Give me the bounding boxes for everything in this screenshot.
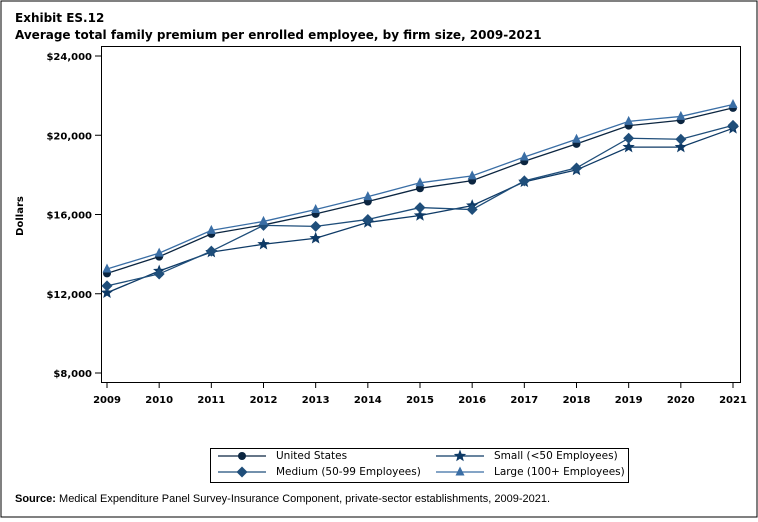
legend-box bbox=[210, 448, 629, 483]
legend-label: United States bbox=[276, 450, 347, 462]
data-point-diamond bbox=[101, 280, 113, 292]
data-point-triangle bbox=[102, 263, 112, 273]
source-text: Medical Expenditure Panel Survey-Insuran… bbox=[56, 493, 550, 505]
data-point-star bbox=[622, 140, 635, 153]
data-point-diamond bbox=[362, 213, 374, 225]
data-point-triangle bbox=[624, 115, 634, 125]
data-point-triangle bbox=[728, 99, 738, 109]
data-point-triangle bbox=[415, 177, 425, 187]
y-tick-label: $20,000 bbox=[46, 131, 92, 142]
x-tick-label: 2017 bbox=[510, 395, 538, 406]
data-point-triangle bbox=[467, 170, 477, 180]
data-point-triangle bbox=[363, 191, 373, 201]
circle-icon bbox=[238, 452, 246, 460]
y-tick-label: $8,000 bbox=[53, 369, 92, 380]
star-icon bbox=[453, 449, 467, 462]
triangle-icon bbox=[455, 466, 465, 476]
chart-title: Average total family premium per enrolle… bbox=[15, 28, 542, 42]
data-point-circle bbox=[416, 184, 424, 193]
x-tick-label: 2013 bbox=[302, 395, 330, 406]
x-tick-label: 2019 bbox=[615, 395, 643, 406]
legend-item: Small (<50 Employees) bbox=[436, 449, 618, 462]
x-tick-label: 2020 bbox=[667, 395, 695, 406]
data-point-triangle bbox=[519, 151, 529, 161]
data-point-diamond bbox=[727, 119, 739, 131]
data-point-star bbox=[100, 286, 114, 298]
series-diamond bbox=[101, 119, 739, 292]
y-tick-label: $24,000 bbox=[46, 52, 92, 63]
exhibit-label: Exhibit ES.12 bbox=[15, 11, 104, 25]
data-point-triangle bbox=[311, 204, 321, 214]
x-tick-label: 2016 bbox=[458, 395, 486, 406]
data-point-diamond bbox=[623, 132, 635, 144]
x-tick-label: 2011 bbox=[197, 395, 225, 406]
diamond-icon bbox=[236, 466, 248, 478]
data-point-star bbox=[257, 237, 270, 250]
data-point-diamond bbox=[414, 202, 426, 214]
x-tick-label: 2018 bbox=[563, 395, 591, 406]
x-tick-label: 2012 bbox=[250, 395, 278, 406]
data-point-triangle bbox=[572, 133, 581, 143]
data-point-diamond bbox=[571, 162, 582, 174]
legend-item: Large (100+ Employees) bbox=[436, 466, 625, 478]
data-point-triangle bbox=[676, 110, 686, 120]
data-point-triangle bbox=[259, 215, 268, 225]
plot-frame bbox=[101, 46, 741, 383]
legend-label: Medium (50-99 Employees) bbox=[276, 466, 421, 478]
x-tick-label: 2014 bbox=[354, 395, 382, 406]
x-tick-label: 2015 bbox=[406, 395, 434, 406]
y-tick-label: $16,000 bbox=[46, 211, 92, 222]
data-point-diamond bbox=[518, 175, 530, 187]
data-point-diamond bbox=[466, 204, 478, 216]
source-note: Source: Medical Expenditure Panel Survey… bbox=[15, 493, 550, 505]
x-tick-label: 2010 bbox=[145, 395, 173, 406]
legend-item: United States bbox=[218, 450, 347, 462]
legend-label: Small (<50 Employees) bbox=[494, 450, 618, 462]
data-point-star bbox=[309, 231, 322, 244]
series-triangle bbox=[102, 99, 738, 273]
source-label: Source: bbox=[15, 493, 56, 505]
x-tick-label: 2009 bbox=[93, 395, 121, 406]
x-tick-label: 2021 bbox=[719, 395, 747, 406]
data-point-star bbox=[413, 209, 427, 221]
data-point-diamond bbox=[675, 133, 687, 145]
data-point-diamond bbox=[205, 245, 217, 257]
data-point-triangle bbox=[154, 247, 164, 257]
data-point-diamond bbox=[153, 268, 165, 280]
data-point-diamond bbox=[310, 220, 322, 232]
data-point-triangle bbox=[206, 224, 216, 234]
y-axis-label: Dollars bbox=[15, 196, 26, 236]
y-tick-label: $12,000 bbox=[46, 290, 92, 301]
data-point-star bbox=[674, 140, 687, 153]
legend-label: Large (100+ Employees) bbox=[494, 466, 625, 478]
legend-item: Medium (50-99 Employees) bbox=[218, 466, 421, 478]
